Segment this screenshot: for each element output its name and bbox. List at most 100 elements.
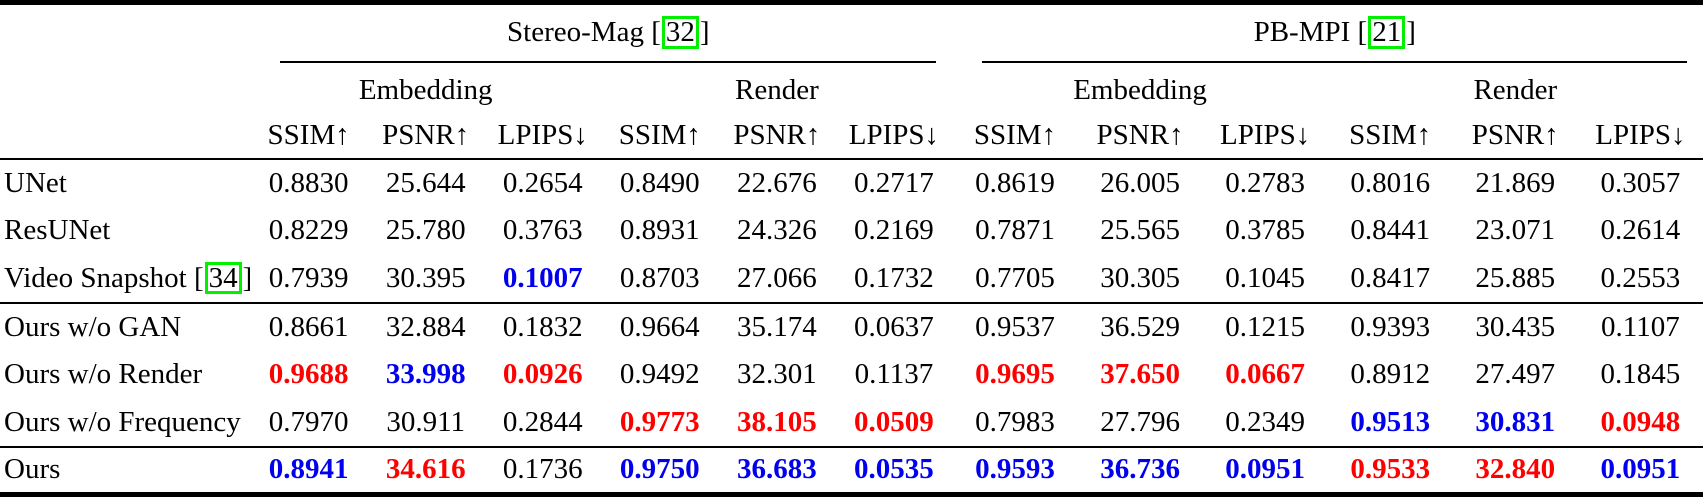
group-header-pb-mpi: PB-MPI [21] [952,3,1703,67]
metric-value: 21.869 [1475,166,1556,199]
metric-value: 0.8619 [975,166,1055,199]
subgroup-header-row: Embedding Render Embedding Render [0,67,1703,114]
metric-value: 30.831 [1452,398,1578,448]
citation-link[interactable]: 34 [204,261,242,295]
corner-cell [0,67,250,114]
metric-value: 0.0926 [502,358,583,390]
metric-header-psnr: PSNR↑ [367,113,485,160]
metric-value: 27.796 [1077,398,1203,448]
metric-value: 37.650 [1100,358,1180,390]
metric-value: 0.3057 [1600,166,1681,199]
metric-value: 22.676 [736,166,817,199]
table-row: Ours w/o Frequency 0.7970 30.911 0.2844 0.97… [0,398,1703,448]
metric-header-ssim: SSIM↑ [601,113,719,160]
metric-value: 0.9537 [975,310,1055,343]
citation-link[interactable]: 21 [1368,16,1406,49]
metric-value: 0.8490 [619,166,700,199]
metric-value: 34.616 [385,453,466,486]
metric-value: 0.0948 [1577,398,1703,448]
metric-value: 36.736 [1100,453,1180,486]
metric-value: 25.780 [385,214,466,246]
group-header-row: Stereo-Mag [32] PB-MPI [21] [0,3,1703,67]
metric-value: 0.1007 [484,254,602,304]
metric-value: 0.9750 [619,453,700,486]
table-row: Ours 0.8941 34.616 0.1736 0.9750 36.683 0.0535… [0,447,1703,495]
subgroup-header-render: Render [1473,73,1558,106]
row-label: Ours w/o Render [4,358,203,390]
metric-value: 35.174 [736,310,817,343]
metric-value: 0.1732 [835,254,953,304]
metric-value: 0.2349 [1202,398,1328,448]
metric-value: 0.8703 [601,254,719,304]
metric-value: 32.301 [736,358,817,390]
row-label: Ours w/o Frequency [0,398,251,448]
metric-value: 0.0535 [854,453,934,486]
metric-value: 0.2654 [502,166,583,199]
metric-header-lpips: LPIPS↓ [484,113,602,160]
table-row: Video Snapshot [34]0.793930.3950.10070.8… [0,254,1703,304]
metric-value: 0.9533 [1350,453,1431,486]
table-row: UNet 0.8830 25.644 0.2654 0.8490 22.676 0.2717… [0,159,1703,207]
row-label: UNet [4,166,67,199]
metric-value: 0.7871 [975,214,1055,246]
metric-header-ssim: SSIM↑ [952,113,1078,160]
metric-value: 0.2717 [854,166,934,199]
metric-value: 33.998 [385,358,466,390]
group-header-stereo-mag: Stereo-Mag [32] [250,3,952,67]
subgroup-header-embedding: Embedding [358,73,493,106]
metric-value: 27.497 [1475,358,1556,390]
metric-header-ssim: SSIM↑ [250,113,368,160]
metric-value: 0.7705 [952,254,1078,304]
metric-value: 0.1045 [1202,254,1328,304]
metric-value: 0.9664 [619,310,700,343]
metric-value: 0.9513 [1327,398,1453,448]
metric-value: 0.3785 [1225,214,1305,246]
metric-value: 25.885 [1452,254,1578,304]
subgroup-header-embedding: Embedding [1073,73,1207,106]
metric-value: 0.9492 [619,358,700,390]
table-body: UNet 0.8830 25.644 0.2654 0.8490 22.676 0.2717… [0,159,1703,495]
bracket-close: ] [1406,16,1416,49]
metric-value: 30.435 [1475,310,1556,343]
metric-value: 0.1107 [1601,310,1680,343]
metric-value: 0.2783 [1225,166,1305,199]
metric-value: 0.9593 [975,453,1055,486]
metric-value: 30.395 [367,254,485,304]
metric-value: 0.7970 [250,398,368,448]
metric-value: 36.683 [736,453,817,486]
row-label: Video Snapshot [34] [0,254,251,304]
metric-header-lpips: LPIPS↓ [1577,113,1703,160]
metric-value: 0.8229 [268,214,349,246]
metric-header-psnr: PSNR↑ [1077,113,1203,160]
metric-value: 23.071 [1475,214,1556,246]
metric-value: 0.8016 [1350,166,1431,199]
corner-cell [0,113,251,160]
metric-value: 38.105 [718,398,836,448]
metric-value: 0.1736 [502,453,583,486]
table-row: Ours w/o Render 0.9688 33.998 0.0926 0.9492 3… [0,351,1703,399]
bracket-close: ] [699,16,710,49]
group-name: PB-MPI [1253,16,1351,49]
bracket-open: [ [1357,16,1368,49]
metric-value: 0.0509 [835,398,953,448]
metric-value: 30.305 [1077,254,1203,304]
metric-value: 24.326 [736,214,817,246]
subgroup-header-render: Render [734,73,819,106]
metric-value: 0.9695 [975,358,1055,390]
metric-value: 0.2553 [1577,254,1703,304]
table-row: Ours w/o GAN 0.8661 32.884 0.1832 0.9664 35.1… [0,303,1703,351]
metric-value: 32.840 [1475,453,1556,486]
metric-value: 0.2844 [484,398,602,448]
metric-header-lpips: LPIPS↓ [835,113,953,160]
metric-value: 0.8912 [1350,358,1431,390]
metric-value: 0.8830 [268,166,349,199]
corner-cell [0,3,250,67]
metric-value: 26.005 [1100,166,1180,199]
bracket-open: [ [651,16,661,49]
metric-value: 0.0667 [1225,358,1305,390]
metric-value: 0.9688 [268,358,349,390]
metric-value: 0.7983 [952,398,1078,448]
citation-link[interactable]: 32 [661,16,699,49]
metric-header-psnr: PSNR↑ [718,113,836,160]
